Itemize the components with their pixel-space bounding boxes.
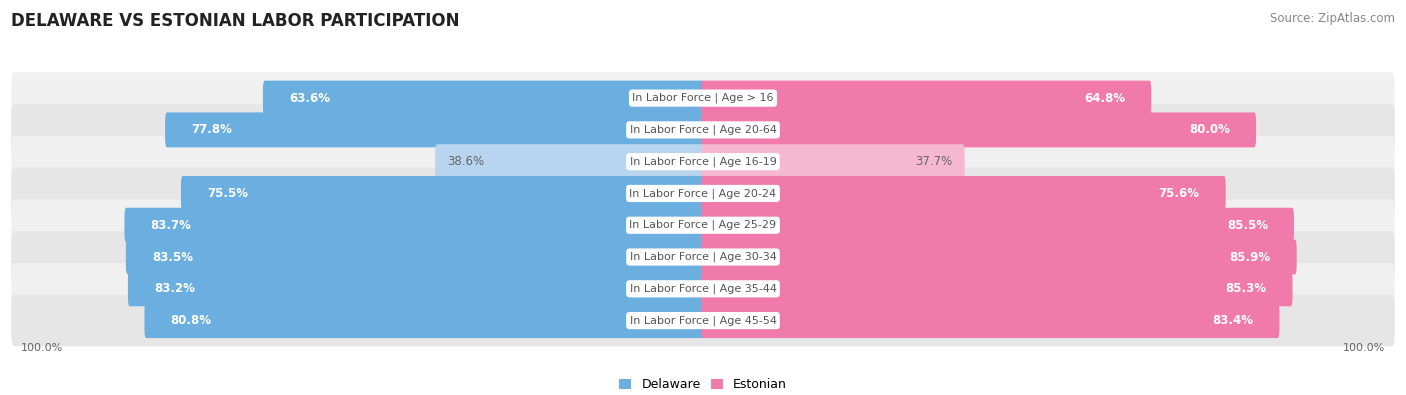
Text: 83.5%: 83.5%: [152, 250, 193, 263]
FancyBboxPatch shape: [11, 136, 1395, 187]
FancyBboxPatch shape: [263, 81, 704, 116]
Text: 63.6%: 63.6%: [290, 92, 330, 105]
Text: In Labor Force | Age 25-29: In Labor Force | Age 25-29: [630, 220, 776, 231]
Legend: Delaware, Estonian: Delaware, Estonian: [619, 378, 787, 391]
FancyBboxPatch shape: [11, 295, 1395, 346]
Text: 85.3%: 85.3%: [1226, 282, 1267, 295]
Text: 37.7%: 37.7%: [915, 155, 952, 168]
FancyBboxPatch shape: [11, 263, 1395, 314]
Text: 75.5%: 75.5%: [207, 187, 247, 200]
Text: 80.0%: 80.0%: [1189, 123, 1230, 136]
Text: Source: ZipAtlas.com: Source: ZipAtlas.com: [1270, 12, 1395, 25]
Text: 77.8%: 77.8%: [191, 123, 232, 136]
FancyBboxPatch shape: [702, 113, 1256, 147]
Text: 83.7%: 83.7%: [150, 219, 191, 232]
Text: In Labor Force | Age 16-19: In Labor Force | Age 16-19: [630, 156, 776, 167]
Text: 80.8%: 80.8%: [170, 314, 211, 327]
FancyBboxPatch shape: [702, 81, 1152, 116]
Text: In Labor Force | Age 45-54: In Labor Force | Age 45-54: [630, 315, 776, 326]
Text: 83.2%: 83.2%: [153, 282, 195, 295]
FancyBboxPatch shape: [11, 72, 1395, 124]
FancyBboxPatch shape: [11, 199, 1395, 251]
Text: 100.0%: 100.0%: [1343, 344, 1385, 354]
FancyBboxPatch shape: [11, 231, 1395, 283]
Text: In Labor Force | Age 35-44: In Labor Force | Age 35-44: [630, 284, 776, 294]
FancyBboxPatch shape: [127, 239, 704, 275]
Text: DELAWARE VS ESTONIAN LABOR PARTICIPATION: DELAWARE VS ESTONIAN LABOR PARTICIPATION: [11, 12, 460, 30]
FancyBboxPatch shape: [11, 104, 1395, 156]
FancyBboxPatch shape: [436, 144, 704, 179]
Text: 38.6%: 38.6%: [447, 155, 485, 168]
FancyBboxPatch shape: [128, 271, 704, 306]
Text: In Labor Force | Age 20-24: In Labor Force | Age 20-24: [630, 188, 776, 199]
Text: 75.6%: 75.6%: [1159, 187, 1199, 200]
FancyBboxPatch shape: [11, 168, 1395, 219]
FancyBboxPatch shape: [702, 144, 965, 179]
FancyBboxPatch shape: [702, 271, 1292, 306]
FancyBboxPatch shape: [181, 176, 704, 211]
Text: 85.5%: 85.5%: [1227, 219, 1268, 232]
FancyBboxPatch shape: [125, 208, 704, 243]
FancyBboxPatch shape: [702, 208, 1294, 243]
Text: In Labor Force | Age 20-64: In Labor Force | Age 20-64: [630, 125, 776, 135]
FancyBboxPatch shape: [702, 303, 1279, 338]
Text: In Labor Force | Age 30-34: In Labor Force | Age 30-34: [630, 252, 776, 262]
FancyBboxPatch shape: [702, 239, 1296, 275]
FancyBboxPatch shape: [145, 303, 704, 338]
Text: 83.4%: 83.4%: [1212, 314, 1254, 327]
Text: 64.8%: 64.8%: [1084, 92, 1125, 105]
Text: 85.9%: 85.9%: [1230, 250, 1271, 263]
FancyBboxPatch shape: [165, 113, 704, 147]
FancyBboxPatch shape: [702, 176, 1226, 211]
Text: 100.0%: 100.0%: [21, 344, 63, 354]
Text: In Labor Force | Age > 16: In Labor Force | Age > 16: [633, 93, 773, 103]
